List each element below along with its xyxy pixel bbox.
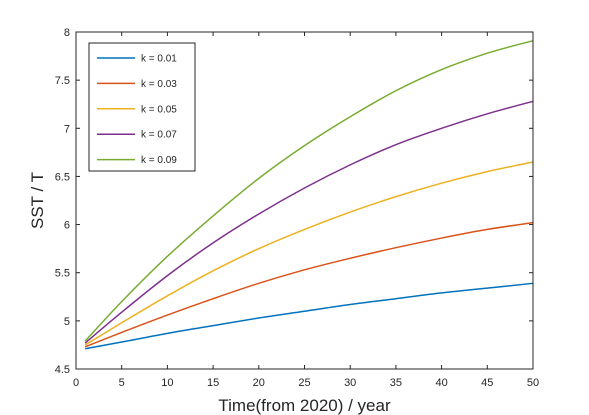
y-tick-label: 6 [64, 220, 70, 232]
legend-box [88, 42, 196, 172]
x-tick-label: 25 [298, 377, 310, 389]
x-tick-label: 30 [344, 377, 356, 389]
series-line-4 [84, 100, 534, 344]
y-tick-label: 5 [64, 316, 70, 328]
legend-label-3: k = 0.05 [141, 104, 177, 115]
x-axis-label: Time(from 2020) / year [218, 396, 391, 415]
series-line-3 [84, 161, 534, 346]
y-tick-label: 7 [64, 123, 70, 135]
x-tick-label: 20 [253, 377, 265, 389]
y-tick-label: 5.5 [55, 268, 70, 280]
y-tick-label: 7.5 [55, 75, 70, 87]
series-line-2 [84, 221, 534, 348]
y-axis-ticks: 4.5 5 5.5 6 6.5 7 7.5 8 [55, 27, 533, 376]
legend-label-5: k = 0.09 [141, 155, 177, 166]
y-tick-label: 6.5 [55, 171, 70, 183]
legend-label-2: k = 0.03 [141, 79, 177, 90]
x-tick-label: 5 [119, 377, 125, 389]
x-tick-label: 35 [390, 377, 402, 389]
x-tick-label: 0 [73, 377, 79, 389]
x-axis-ticks: 0 5 10 15 20 25 30 35 40 45 50 [73, 32, 539, 389]
x-tick-label: 50 [527, 377, 539, 389]
series-lines [84, 39, 534, 350]
series-line-5 [84, 39, 534, 342]
x-tick-label: 15 [207, 377, 219, 389]
legend-label-1: k = 0.01 [141, 54, 177, 65]
x-tick-label: 40 [435, 377, 447, 389]
legend: k = 0.01 k = 0.03 k = 0.05 k = 0.07 k = 0.09 [88, 42, 196, 172]
y-tick-label: 4.5 [55, 364, 70, 376]
x-tick-label: 45 [481, 377, 493, 389]
y-axis-label: SST / T [28, 172, 47, 229]
y-tick-label: 8 [64, 27, 70, 39]
series-line-1 [85, 282, 534, 350]
legend-label-4: k = 0.07 [141, 130, 177, 141]
x-tick-label: 10 [161, 377, 173, 389]
